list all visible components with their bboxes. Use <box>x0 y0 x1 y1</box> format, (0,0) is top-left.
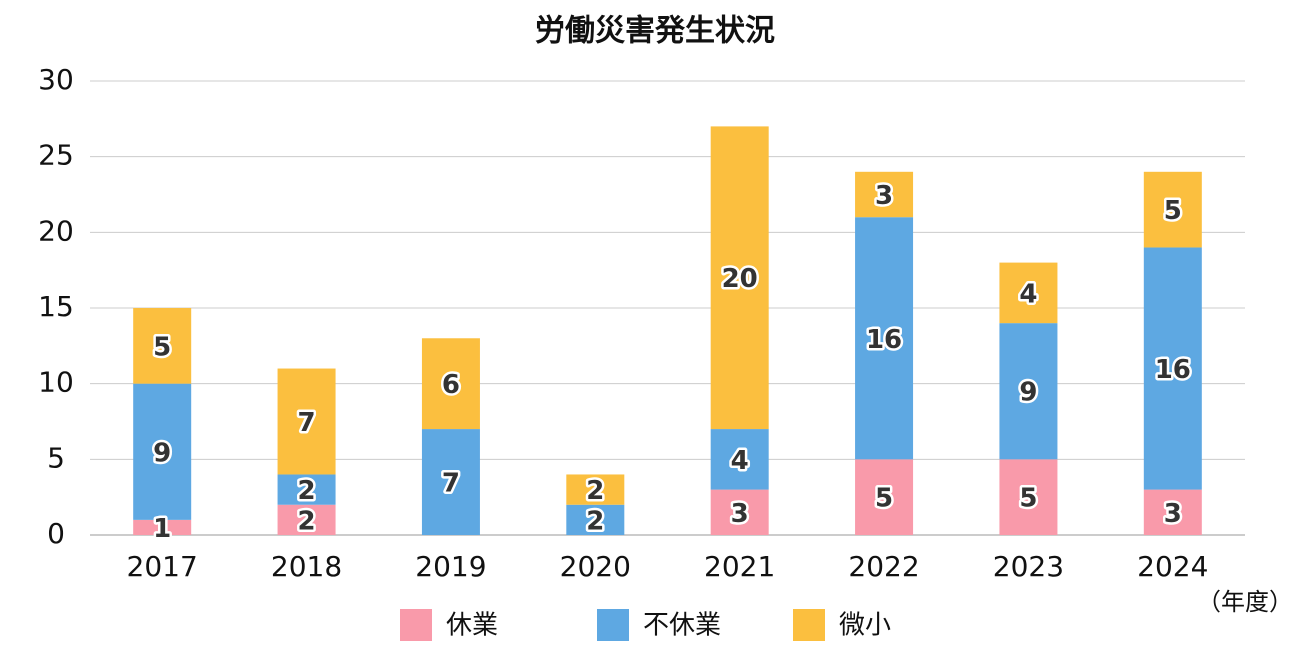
bar-segment <box>421 338 480 430</box>
bar-segment <box>710 489 769 535</box>
y-tick-label: 15 <box>38 290 74 323</box>
value-label: 2 <box>298 506 316 536</box>
x-tick-label: 2019 <box>415 550 486 583</box>
value-label: 4 <box>731 446 749 476</box>
x-tick-label: 2017 <box>127 550 198 583</box>
bar-segment <box>277 504 336 535</box>
value-label: 7 <box>442 469 460 499</box>
y-tick-label: 10 <box>38 366 74 399</box>
y-tick-label: 0 <box>47 517 65 550</box>
x-unit-label: （年度） <box>1197 588 1293 616</box>
value-label: 16 <box>866 325 902 355</box>
x-tick-label: 2020 <box>560 550 631 583</box>
legend-label: 微小 <box>839 611 891 641</box>
y-tick-label: 30 <box>38 63 74 96</box>
legend-swatch <box>400 609 432 641</box>
bar-segment <box>277 474 336 505</box>
y-tick-label: 20 <box>38 214 74 247</box>
bar-segment <box>999 262 1058 324</box>
bar-segment <box>855 459 914 535</box>
value-label: 9 <box>153 438 171 468</box>
value-label: 2 <box>586 476 604 506</box>
bar-segment <box>710 429 769 490</box>
value-label: 5 <box>1019 484 1037 514</box>
bar-segment <box>277 368 336 475</box>
value-label: 3 <box>731 499 749 529</box>
bar-segment <box>855 217 914 460</box>
bar-segment <box>999 323 1058 460</box>
bar-segment <box>133 519 192 535</box>
bar-segment <box>133 308 192 384</box>
chart-title: 労働災害発生状況 <box>535 14 775 49</box>
x-tick-label: 2022 <box>848 550 919 583</box>
value-label: 5 <box>153 332 171 362</box>
bar-segment <box>855 171 914 218</box>
legend-swatch <box>793 609 825 641</box>
bar-segment <box>421 429 480 535</box>
value-label: 2 <box>298 476 316 506</box>
y-tick-label: 5 <box>47 441 65 474</box>
bar-segment <box>710 126 769 430</box>
legend-label: 不休業 <box>643 611 721 641</box>
bar-segment <box>566 474 625 505</box>
value-label: 2 <box>586 506 604 536</box>
value-label: 3 <box>1164 499 1182 529</box>
bar-segment <box>1143 247 1202 490</box>
value-label: 9 <box>1019 378 1037 408</box>
bar-segment <box>999 459 1058 535</box>
bar-segment <box>133 383 192 520</box>
x-tick-label: 2024 <box>1137 550 1208 583</box>
x-tick-label: 2021 <box>704 550 775 583</box>
value-label: 6 <box>442 370 460 400</box>
bar-segment <box>566 504 625 535</box>
y-tick-label: 25 <box>38 139 74 172</box>
legend-label: 休業 <box>446 611 498 641</box>
value-label: 5 <box>1164 196 1182 226</box>
value-label: 5 <box>875 484 893 514</box>
value-label: 4 <box>1019 279 1037 309</box>
value-label: 1 <box>153 514 171 544</box>
x-tick-label: 2023 <box>993 550 1064 583</box>
bar-segment <box>1143 171 1202 248</box>
value-label: 7 <box>298 408 316 438</box>
value-label: 3 <box>875 181 893 211</box>
value-label: 16 <box>1155 355 1191 385</box>
legend-swatch <box>597 609 629 641</box>
x-tick-label: 2018 <box>271 550 342 583</box>
bar-segment <box>1143 489 1202 535</box>
value-label: 20 <box>722 264 758 294</box>
